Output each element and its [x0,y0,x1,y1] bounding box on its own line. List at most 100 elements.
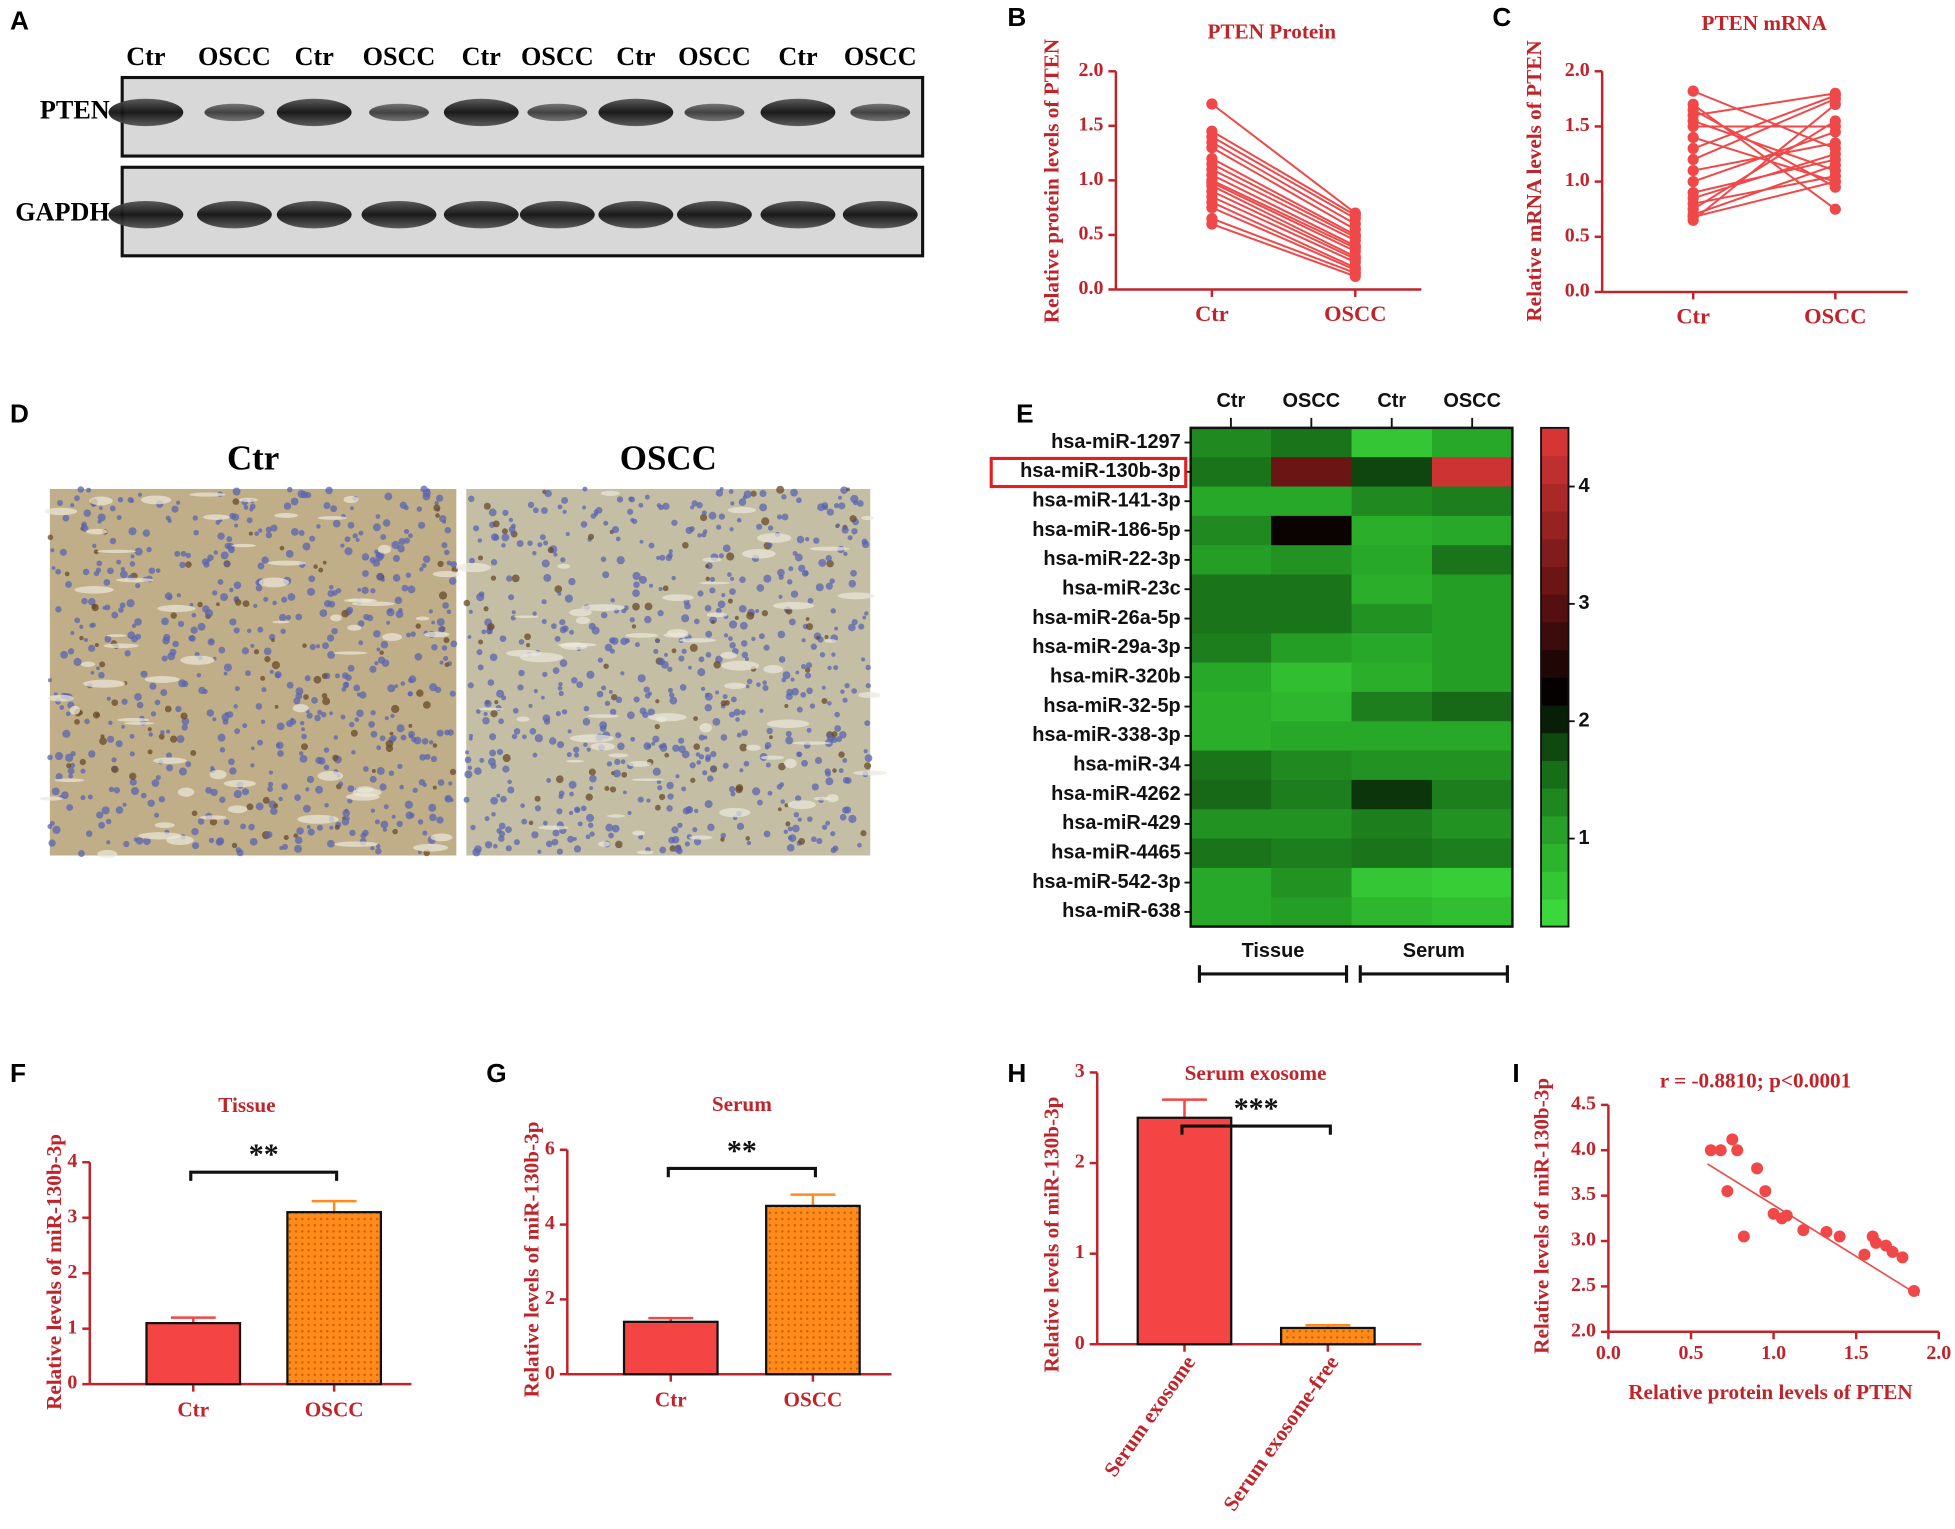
nucleus [469,733,473,738]
nucleus [384,492,393,501]
nucleus [350,729,358,737]
nucleus [224,542,231,550]
nucleus [833,665,839,671]
nucleus [666,805,673,812]
nucleus [161,655,168,662]
significance: *** [1234,1092,1279,1125]
nucleus [765,762,771,768]
row-label: hsa-miR-338-3p [1032,724,1180,746]
stroma [760,755,785,760]
nucleus [396,820,403,828]
nucleus [560,557,566,563]
nucleus [99,661,106,668]
nucleus [108,786,115,793]
nucleus [505,826,512,834]
nucleus [632,589,640,597]
nucleus [233,790,242,799]
nucleus [380,534,387,541]
nucleus [662,585,669,592]
nucleus [851,619,858,626]
point [1687,153,1699,166]
nucleus [763,574,772,583]
y-tick-label: 1.0 [1079,168,1104,190]
nucleus [83,637,89,643]
nucleus [800,691,807,698]
stroma [106,634,127,638]
stroma [569,734,615,743]
nucleus [416,689,424,697]
nucleus [450,640,458,648]
stroma [334,841,379,847]
pair-line [1211,103,1356,214]
point [1829,98,1841,110]
nucleus [739,743,748,752]
nucleus [370,846,375,851]
nucleus [682,807,690,815]
nucleus [606,761,613,767]
stroma [699,722,712,733]
nucleus [135,583,141,589]
nucleus [508,526,516,533]
stroma [44,507,78,516]
nucleus [620,759,626,765]
nucleus [534,795,541,802]
nucleus [315,756,323,765]
nucleus [158,795,166,803]
nucleus [295,613,303,621]
nucleus [80,795,86,801]
y-axis-label: Relative levels of miR-130b-3p [519,1121,543,1397]
nucleus [632,602,640,611]
nucleus [130,786,139,795]
nucleus [622,790,627,795]
nucleus [647,708,655,716]
nucleus [154,699,161,706]
nucleus [321,692,328,699]
nucleus [488,508,497,517]
nucleus [394,596,403,605]
nucleus [672,744,680,752]
point [1206,98,1218,110]
nucleus [191,810,198,817]
nucleus [587,533,595,540]
nucleus [104,604,111,611]
nucleus [730,791,736,797]
nucleus [323,747,330,753]
pair-line [1211,163,1356,238]
nucleus [850,494,859,504]
nucleus [482,717,490,725]
nucleus [722,762,729,769]
nucleus [717,600,726,609]
nucleus [379,650,384,655]
nucleus [865,664,871,671]
nucleus [556,848,563,855]
nucleus [167,518,172,523]
nucleus [212,590,218,596]
point [1829,176,1841,188]
nucleus [600,611,608,619]
nucleus [697,668,706,677]
nucleus [442,602,449,609]
band [760,200,836,229]
significance: ** [727,1134,757,1167]
band [684,103,745,122]
nucleus [98,821,105,829]
nucleus [185,561,192,568]
nucleus [558,690,564,697]
row-label: hsa-miR-23c [1062,577,1181,599]
x-tick-label: 0.0 [1596,1342,1621,1364]
pair-line [1211,135,1356,220]
nucleus [487,679,495,686]
point [1870,1236,1882,1249]
nucleus [735,717,740,722]
nucleus [321,673,328,679]
band [276,98,352,127]
nucleus [545,840,553,848]
nucleus [420,485,428,493]
nucleus [825,582,833,590]
nucleus [705,630,713,638]
nucleus [862,615,867,620]
nucleus [604,643,613,652]
nucleus [681,614,690,623]
heat-cell [1351,867,1433,898]
nucleus [375,514,381,519]
